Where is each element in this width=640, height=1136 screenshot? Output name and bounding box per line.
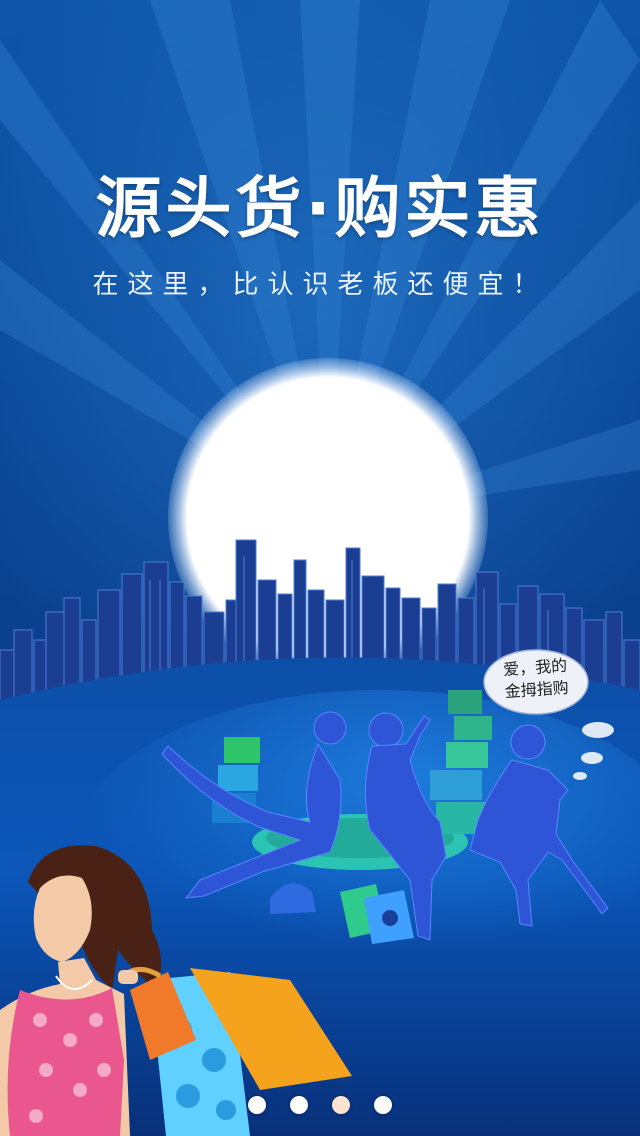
headline: 源头货·购实惠 [95,170,545,247]
page-dot-2[interactable] [290,1096,308,1114]
subheadline: 在这里，比认识老板还便宜！ [92,270,548,300]
silhouette-women [161,711,609,941]
page-indicator[interactable] [0,1096,640,1116]
gift-boxes [212,690,494,834]
page-dot-4[interactable] [374,1096,392,1114]
page-dot-3[interactable] [332,1096,350,1114]
page-dot-1[interactable] [248,1096,266,1114]
floor-bags [270,883,414,944]
shopper-girl [0,845,352,1136]
speech-bubble-text: 爱，我的 金拇指购 [489,654,584,704]
speech-bubble [483,649,614,780]
